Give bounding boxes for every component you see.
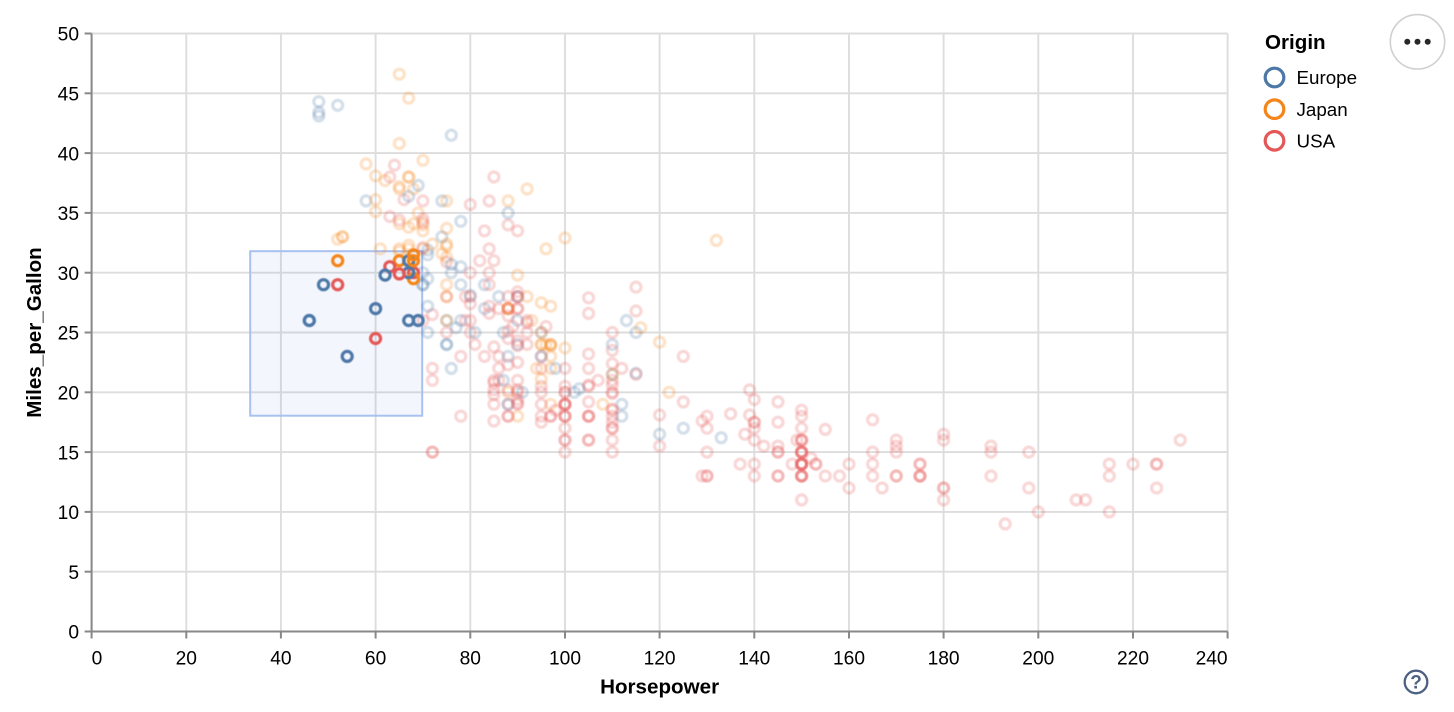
svg-text:60: 60: [365, 649, 386, 670]
svg-text:30: 30: [58, 264, 79, 285]
svg-text:5: 5: [68, 563, 79, 584]
svg-text:40: 40: [270, 649, 291, 670]
svg-text:0: 0: [68, 623, 79, 644]
svg-text:35: 35: [58, 204, 79, 225]
svg-text:Miles_per_Gallon: Miles_per_Gallon: [23, 247, 46, 418]
svg-text:20: 20: [176, 649, 197, 670]
svg-text:0: 0: [92, 649, 103, 670]
svg-text:45: 45: [58, 85, 79, 106]
svg-text:100: 100: [549, 649, 581, 670]
svg-text:220: 220: [1117, 649, 1149, 670]
svg-text:Japan: Japan: [1297, 99, 1348, 120]
svg-text:50: 50: [58, 25, 79, 46]
svg-text:?: ?: [1410, 673, 1422, 694]
svg-text:140: 140: [738, 649, 770, 670]
svg-text:15: 15: [58, 443, 79, 464]
svg-text:Europe: Europe: [1297, 67, 1358, 88]
svg-text:120: 120: [644, 649, 676, 670]
svg-text:240: 240: [1196, 649, 1228, 670]
svg-text:200: 200: [1022, 649, 1054, 670]
svg-text:25: 25: [58, 324, 79, 345]
svg-text:40: 40: [58, 144, 79, 165]
svg-text:180: 180: [928, 649, 960, 670]
svg-text:160: 160: [833, 649, 865, 670]
svg-text:80: 80: [460, 649, 481, 670]
svg-text:USA: USA: [1297, 130, 1336, 151]
svg-text:Horsepower: Horsepower: [600, 676, 719, 699]
svg-text:10: 10: [58, 503, 79, 524]
svg-text:20: 20: [58, 384, 79, 405]
svg-text:Origin: Origin: [1265, 31, 1326, 54]
